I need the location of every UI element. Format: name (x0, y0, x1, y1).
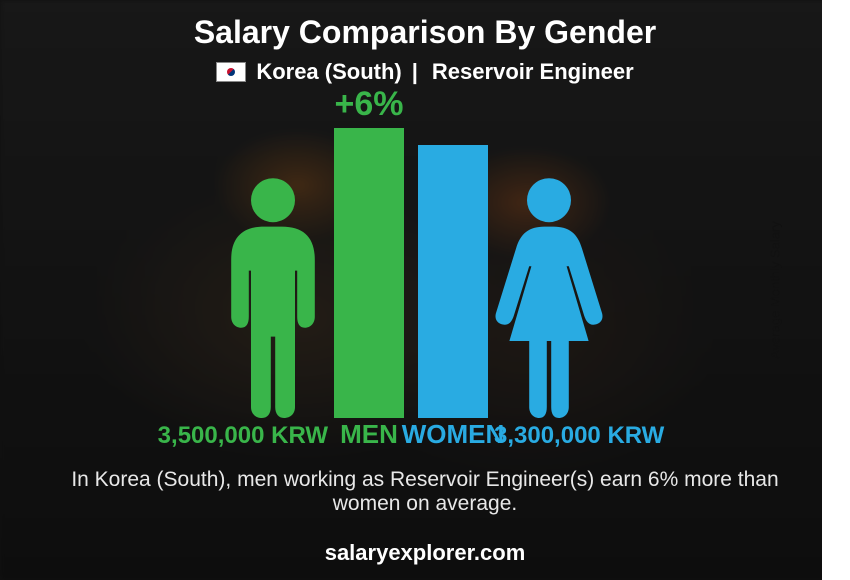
male-icon (218, 128, 328, 418)
women-label: WOMEN (398, 419, 508, 450)
y-axis-label: Average Monthly Salary (768, 221, 783, 359)
female-icon (494, 145, 604, 418)
description: In Korea (South), men working as Reservo… (60, 468, 790, 516)
men-bar (334, 128, 404, 418)
flag-icon (216, 62, 246, 82)
subtitle-country: Korea (South) (256, 59, 401, 85)
men-salary: 3,500,000 KRW (138, 422, 328, 450)
subtitle-role: Reservoir Engineer (432, 59, 634, 85)
women-salary: 3,300,000 KRW (494, 422, 694, 450)
site-credit: salaryexplorer.com (0, 540, 850, 566)
subtitle: Korea (South) | Reservoir Engineer (0, 59, 850, 85)
diff-pct: +6% (319, 85, 419, 124)
subtitle-sep: | (412, 59, 418, 85)
content-root: Salary Comparison By Gender Korea (South… (0, 0, 850, 580)
page-title: Salary Comparison By Gender (0, 0, 850, 51)
women-bar (418, 145, 488, 418)
chart-area: +6% 3,500,000 KRW MEN WOMEN 3,300,000 KR… (0, 100, 850, 460)
